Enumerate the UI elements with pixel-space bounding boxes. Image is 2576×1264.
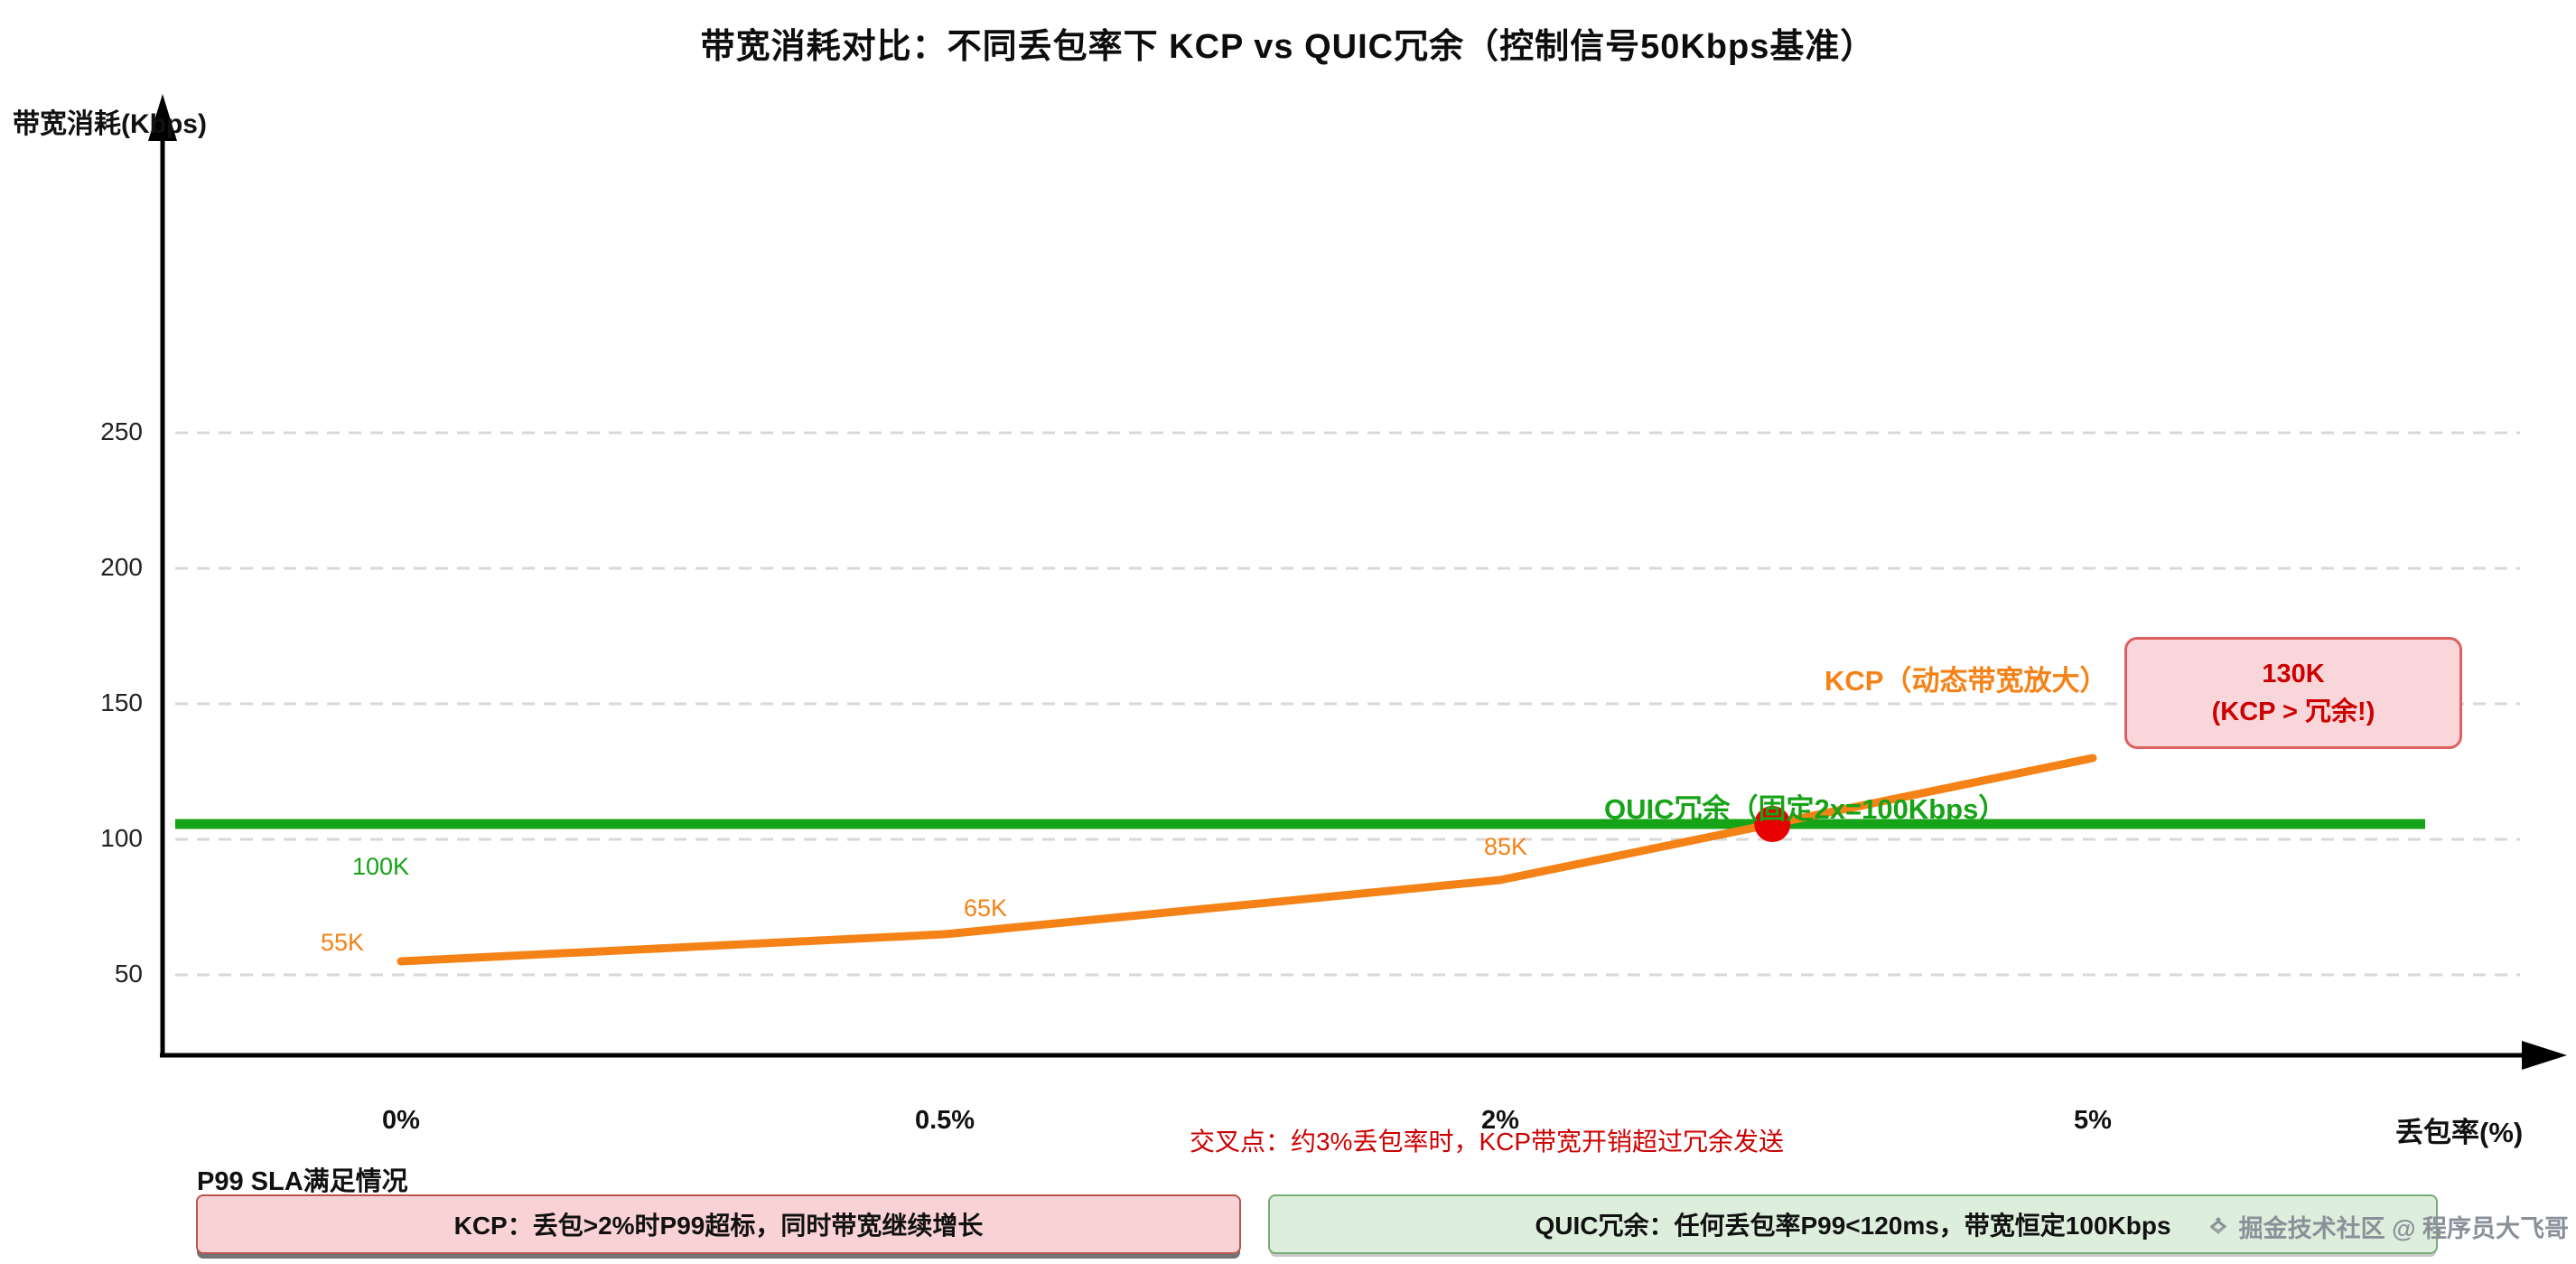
x-tick-label: 5% (2074, 1106, 2112, 1135)
kcp-point-label: 85K (1483, 833, 1528, 860)
watermark-text: 掘金技术社区 @ 程序员大飞哥 (2238, 1215, 2569, 1242)
x-tick-label: 2% (1481, 1106, 1519, 1135)
kcp-point-label: 65K (963, 894, 1008, 922)
y-tick-label: 250 (100, 417, 143, 445)
x-axis-arrow-icon (2522, 1041, 2567, 1070)
callout-130k-value: 130K (2262, 659, 2325, 688)
quic-value-label: 100K (352, 853, 410, 880)
y-tick-label: 100 (100, 824, 143, 852)
y-axis-title: 带宽消耗(Kbps) (13, 109, 207, 139)
kcp-sla-text: KCP：丢包>2%时P99超标，同时带宽继续增长 (453, 1212, 984, 1240)
watermark: 掘金技术社区 @ 程序员大飞哥 (2207, 1209, 2569, 1244)
kcp-line (397, 754, 2097, 966)
sla-section-heading: P99 SLA满足情况 (197, 1167, 408, 1196)
kcp-series-label: KCP（动态带宽放大） (1825, 665, 2108, 697)
callout-130k: 130K (KCP > 冗余!) (2124, 637, 2462, 749)
callout-130k-caption: (KCP > 冗余!) (2211, 698, 2375, 726)
x-tick-label: 0.5% (914, 1106, 975, 1135)
juejin-logo-icon (2207, 1215, 2230, 1239)
x-axis-title: 丢包率(%) (2395, 1117, 2524, 1148)
page-title: 带宽消耗对比：不同丢包率下 KCP vs QUIC冗余（控制信号50Kbps基准… (700, 28, 1876, 66)
y-tick-label: 200 (100, 553, 143, 581)
crossover-dot (1754, 806, 1791, 842)
quic-sla-text: QUIC冗余：任何丢包率P99<120ms，带宽恒定100Kbps (1535, 1212, 2171, 1240)
kcp-point-label: 55K (320, 929, 365, 956)
crossover-note: 交叉点：约3%丢包率时，KCP带宽开销超过冗余发送 (1189, 1128, 1785, 1156)
x-tick-label: 0% (382, 1106, 420, 1135)
y-tick-label: 150 (100, 688, 143, 716)
y-tick-label: 50 (114, 960, 143, 988)
kcp-sla-box: KCP：丢包>2%时P99超标，同时带宽继续增长 (196, 1194, 1241, 1254)
y-axis-arrow-icon (148, 94, 177, 141)
quic-sla-box: QUIC冗余：任何丢包率P99<120ms，带宽恒定100Kbps (1268, 1194, 2438, 1254)
quic-series-label: QUIC冗余（固定2x=100Kbps） (1604, 793, 2007, 825)
